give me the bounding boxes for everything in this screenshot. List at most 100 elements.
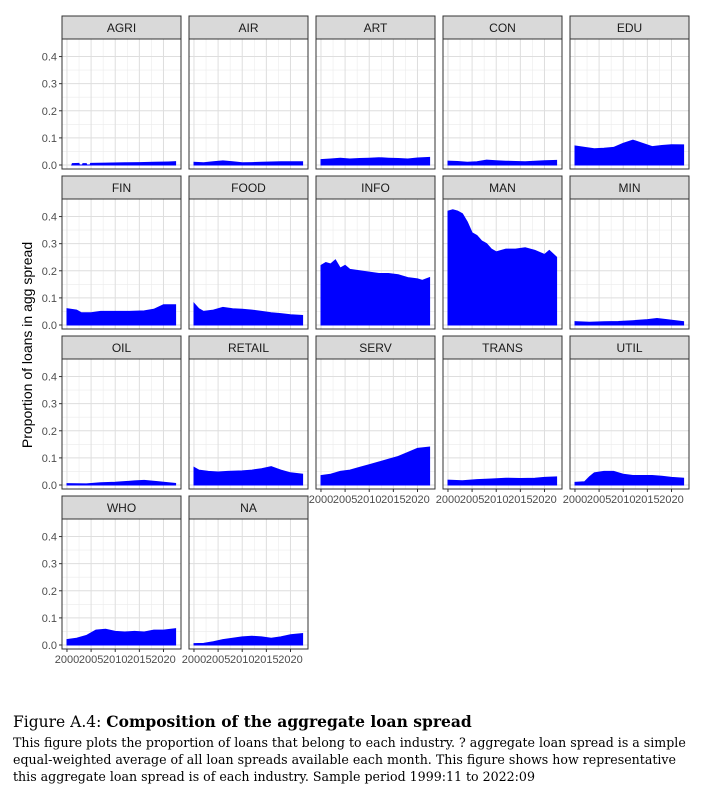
facet-label: SERV [359,341,391,355]
y-tick-label: 0.3 [42,79,57,91]
area-series-air [193,160,304,166]
facet-panel [569,358,690,490]
area-series-util [574,470,685,486]
facet-label: NA [240,501,257,515]
facet-label: AGRI [107,21,136,35]
x-tick-label: 2000 [436,494,460,506]
facet-border [188,198,309,330]
x-tick-label: 2000 [55,654,79,666]
x-tick-label: 2005 [587,494,611,506]
y-tick-label: 0.2 [42,586,57,598]
facet-border [442,38,563,170]
facet-label: MAN [489,181,516,195]
area-series-info [320,259,431,326]
facet-border [569,358,690,490]
x-tick-label: 2010 [611,494,635,506]
y-tick-label: 0.0 [42,640,57,652]
facet-label: ART [364,21,388,35]
area-series-fin [66,304,177,326]
area-series-oil [66,479,177,486]
area-series-agri [71,161,177,166]
facet-border [61,358,182,490]
facet-border [61,38,182,170]
facet-label: OIL [112,341,132,355]
facet-panel [442,38,563,170]
area-series-na [193,633,304,646]
y-tick-label: 0.3 [42,559,57,571]
y-tick-label: 0.2 [42,266,57,278]
figure-caption: Figure A.4: Composition of the aggregate… [13,712,703,785]
area-series-min [574,317,685,326]
facet-border [442,198,563,330]
area-series-who [66,628,177,646]
facet-label: FIN [112,181,131,195]
y-tick-label: 0.0 [42,480,57,492]
facet-label: MIN [619,181,641,195]
facet-label: TRANS [482,341,523,355]
x-tick-label: 2015 [381,494,405,506]
x-tick-label: 2005 [333,494,357,506]
facet-label: INFO [361,181,390,195]
area-series-serv [320,446,431,486]
facet-border [442,358,563,490]
y-tick-label: 0.4 [42,532,57,544]
facet-panel [188,518,309,650]
x-tick-label: 2020 [532,494,556,506]
y-axis-title: Proportion of loans in agg spread [19,242,35,448]
x-tick-label: 2020 [405,494,429,506]
y-tick-label: 0.1 [42,613,57,625]
facet-label: CON [489,21,516,35]
facet-panel [442,358,563,490]
y-tick-label: 0.2 [42,426,57,438]
y-tick-label: 0.4 [42,372,57,384]
facet-border [315,358,436,490]
facet-panel [61,38,182,170]
x-tick-label: 2010 [484,494,508,506]
facet-area-chart: Proportion of loans in agg spread AGRI 0.0… [19,15,690,666]
facet-label: AIR [238,21,258,35]
facet-panel [61,518,182,650]
x-tick-label: 2020 [278,654,302,666]
y-tick-label: 0.4 [42,212,57,224]
facet-border [315,198,436,330]
y-tick-label: 0.1 [42,133,57,145]
x-tick-label: 2010 [357,494,381,506]
x-tick-label: 2005 [206,654,230,666]
figure-label: Figure A.4: [13,713,102,731]
y-tick-label: 0.4 [42,52,57,64]
y-tick-label: 0.0 [42,160,57,172]
facet-border [188,38,309,170]
x-tick-label: 2015 [508,494,532,506]
area-series-edu [574,139,685,166]
facet-border [188,518,309,650]
y-tick-label: 0.3 [42,399,57,411]
area-series-man [447,209,558,326]
x-tick-label: 2020 [151,654,175,666]
x-tick-label: 2015 [127,654,151,666]
x-tick-label: 2005 [79,654,103,666]
facet-label: FOOD [231,181,266,195]
x-tick-label: 2000 [563,494,587,506]
facet-border [188,358,309,490]
y-tick-label: 0.0 [42,320,57,332]
x-tick-label: 2000 [309,494,333,506]
area-series-trans [447,476,558,486]
area-series-con [447,159,558,166]
facet-border [569,198,690,330]
area-series-art [320,156,431,166]
y-tick-label: 0.1 [42,453,57,465]
facet-label: UTIL [616,341,642,355]
area-series-food [193,301,304,326]
x-tick-label: 2020 [659,494,683,506]
y-tick-label: 0.2 [42,106,57,118]
figure-title: Composition of the aggregate loan spread [106,712,472,731]
x-tick-label: 2005 [460,494,484,506]
area-series-retail [193,466,304,486]
facet-label: EDU [617,21,642,35]
x-tick-label: 2015 [254,654,278,666]
x-tick-label: 2010 [230,654,254,666]
facet-panel [188,38,309,170]
y-tick-label: 0.3 [42,239,57,251]
facet-panel [188,358,309,490]
x-tick-label: 2000 [182,654,206,666]
